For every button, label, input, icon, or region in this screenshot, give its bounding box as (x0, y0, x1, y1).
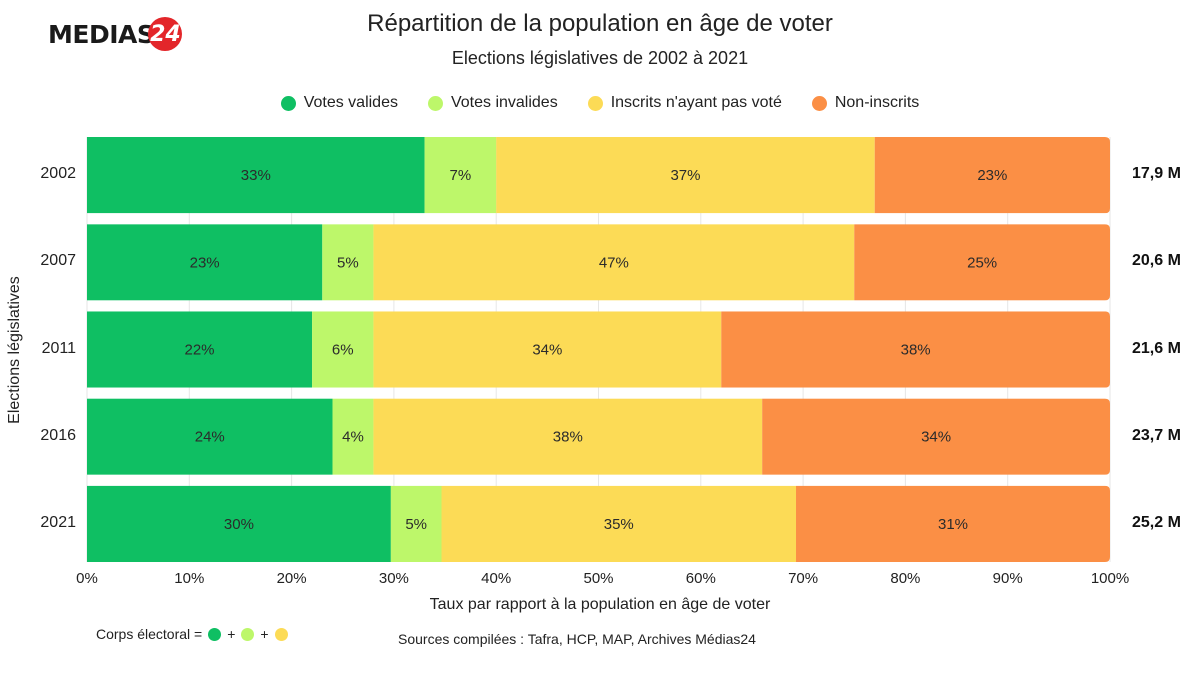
medias24-logo: MEDIAS 24 (48, 16, 183, 52)
legend-swatch-icon (280, 95, 296, 111)
bar-group-2016 (87, 398, 1110, 475)
bar-value-label: 30% (224, 516, 254, 533)
chart-title: Répartition de la population en âge de v… (367, 10, 833, 37)
x-tick-label: 100% (1090, 570, 1130, 587)
bar-value-label: 34% (532, 342, 562, 359)
bar-value-label: 4% (342, 429, 364, 446)
note-plus: + (260, 626, 269, 642)
bar-segment (424, 137, 497, 214)
legend-label: Non-inscrits (834, 94, 920, 111)
x-tick-label: 90% (992, 570, 1023, 587)
total-label: 21,6 M (1132, 339, 1181, 357)
x-axis-label-text: Taux par rapport à la population en âge … (429, 596, 771, 613)
bar-segment (87, 224, 323, 301)
logo-badge: 24 (148, 17, 183, 51)
category-label: 2007 (40, 252, 76, 270)
note-dot-invalid (241, 627, 255, 641)
bar-segment (312, 311, 374, 388)
bar-segment (87, 137, 425, 214)
bar-segment (762, 398, 1110, 475)
bar-value-label: 5% (405, 516, 427, 533)
legend-label: Votes invalides (450, 94, 558, 111)
bar-segment (390, 485, 442, 562)
x-tick-label: 40% (481, 570, 512, 587)
bar-segment (441, 485, 797, 562)
electoral-body-note: Corps électoral = + + (96, 626, 288, 642)
legend-item-1: Votes invalides (427, 94, 558, 112)
bar-value-label: 23% (190, 254, 220, 271)
x-tick-label: 30% (378, 570, 409, 587)
bar-segment (322, 224, 374, 301)
bar-value-label: 47% (599, 254, 629, 271)
total-label: 23,7 M (1132, 426, 1181, 444)
bar-value-label: 35% (604, 516, 634, 533)
bar-group-2007 (87, 224, 1110, 301)
bar-segment (721, 311, 1110, 388)
bar-value-label: 33% (241, 167, 271, 184)
bar-value-label: 37% (670, 167, 700, 184)
bar-segment (87, 485, 391, 562)
legend-label: Votes valides (303, 94, 398, 111)
logo-text: MEDIAS (48, 19, 155, 49)
bar-value-label: 6% (332, 342, 354, 359)
bar-group-2011 (87, 311, 1110, 388)
x-tick-label: 10% (174, 570, 205, 587)
bar-segment (373, 224, 855, 301)
bar-segment (496, 137, 875, 214)
bar-segment (332, 398, 374, 475)
bar-value-label: 25% (967, 254, 997, 271)
note-plus: + (227, 626, 236, 642)
bar-value-label: 38% (901, 342, 931, 359)
bar-segment (87, 311, 313, 388)
legend: Votes valides Votes invalides Inscrits n'a… (0, 94, 1200, 112)
bar-segment (373, 398, 763, 475)
note-dot-valid (208, 627, 222, 641)
total-label: 20,6 M (1132, 252, 1181, 270)
bar-value-label: 31% (938, 516, 968, 533)
bar-value-label: 34% (921, 429, 951, 446)
bar-segment (796, 485, 1110, 562)
bar-group-2021 (87, 485, 1110, 562)
bar-group-2002 (87, 137, 1110, 214)
category-label: 2021 (40, 513, 76, 531)
legend-item-3: Non-inscrits (811, 94, 920, 112)
x-tick-label: 80% (890, 570, 921, 587)
bar-value-label: 23% (977, 167, 1007, 184)
chart-subtitle: Elections législatives de 2002 à 2021 (451, 48, 749, 68)
legend-item-0: Votes valides (280, 94, 398, 112)
x-tick-label: 60% (685, 570, 716, 587)
bar-value-label: 38% (553, 429, 583, 446)
category-label: 2016 (40, 426, 76, 444)
bar-segment (373, 311, 722, 388)
x-tick-label: 20% (276, 570, 307, 587)
x-axis-label: Taux par rapport à la population en âge … (0, 596, 1200, 614)
note-dot-registered-nonvoters (274, 627, 288, 641)
legend-item-2: Inscrits n'ayant pas voté (587, 94, 782, 112)
bar-value-label: 5% (337, 254, 359, 271)
bar-value-label: 7% (450, 167, 472, 184)
legend-swatch-icon (427, 95, 443, 111)
bar-segment (874, 137, 1110, 214)
bar-value-label: 24% (195, 429, 225, 446)
bar-segment (854, 224, 1110, 301)
legend-swatch-icon (811, 95, 827, 111)
x-tick-label: 70% (788, 570, 819, 587)
total-label: 25,2 M (1132, 513, 1181, 531)
note-prefix: Corps électoral = (96, 626, 203, 642)
x-tick-label: 50% (583, 570, 614, 587)
x-tick-label: 0% (76, 570, 98, 587)
source-note: Sources compilées : Tafra, HCP, MAP, Arc… (398, 631, 756, 647)
bar-value-label: 22% (185, 342, 215, 359)
legend-label: Inscrits n'ayant pas voté (610, 94, 782, 111)
legend-swatch-icon (587, 95, 603, 111)
category-label: 2011 (41, 339, 76, 357)
bar-segment (87, 398, 333, 475)
total-label: 17,9 M (1132, 165, 1181, 183)
category-label: 2002 (40, 165, 76, 183)
